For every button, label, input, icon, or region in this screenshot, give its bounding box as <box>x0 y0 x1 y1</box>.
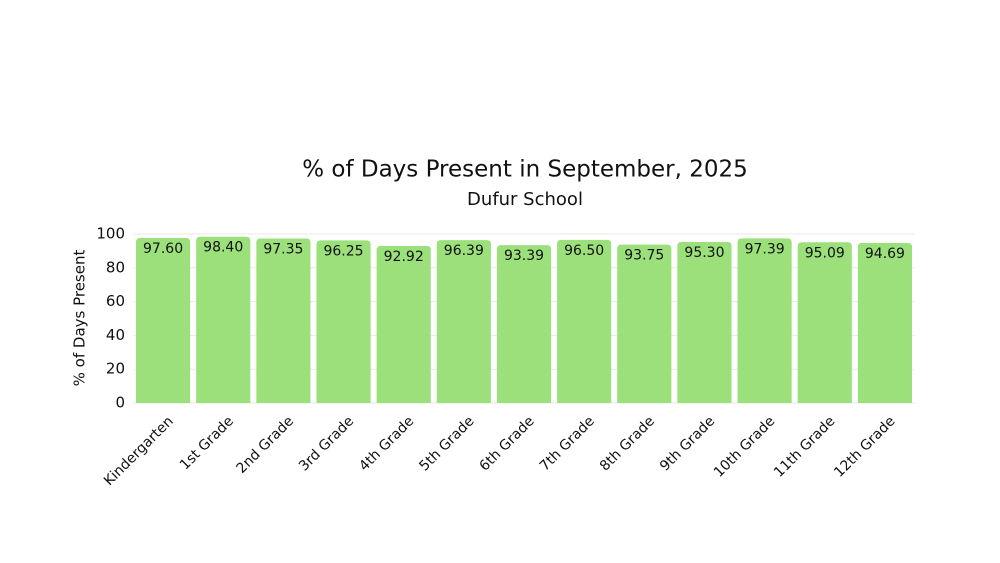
bar <box>496 245 552 403</box>
y-axis-label: % of Days Present <box>71 250 89 387</box>
bar <box>316 240 371 403</box>
bar <box>196 236 251 403</box>
bar <box>857 242 912 403</box>
bar <box>737 238 792 403</box>
value-label: 96.25 <box>323 243 363 259</box>
y-tick-label: 100 <box>96 225 125 243</box>
bar <box>797 242 852 403</box>
value-label: 95.09 <box>805 245 845 261</box>
y-tick-label: 0 <box>115 394 125 412</box>
value-label: 98.40 <box>203 240 243 256</box>
value-label: 97.35 <box>263 241 303 257</box>
x-tick-label: 6th Grade <box>477 413 538 474</box>
x-tick-label: 2nd Grade <box>234 413 298 477</box>
chart-subtitle: Dufur School <box>467 189 583 210</box>
value-label: 93.39 <box>504 248 544 264</box>
value-label: 96.39 <box>444 243 484 259</box>
chart-title: % of Days Present in September, 2025 <box>302 157 748 183</box>
bar <box>617 244 672 403</box>
value-label: 96.50 <box>564 243 604 259</box>
x-tick-label: 7th Grade <box>537 413 598 474</box>
y-tick-label: 60 <box>106 292 125 310</box>
x-tick-label: 4th Grade <box>356 413 417 474</box>
y-tick-label: 20 <box>106 360 125 378</box>
x-tick-label: 10th Grade <box>711 413 778 480</box>
value-label: 94.69 <box>865 246 905 262</box>
bar <box>677 241 732 403</box>
value-label: 97.39 <box>745 241 785 257</box>
value-label: 97.60 <box>143 241 183 257</box>
value-label: 92.92 <box>384 249 424 265</box>
x-tick-label: Kindergarten <box>101 413 177 489</box>
y-tick-label: 40 <box>106 326 125 344</box>
x-tick-label: 3rd Grade <box>296 413 357 474</box>
x-tick-label: 11th Grade <box>771 413 838 480</box>
x-tick-label: 5th Grade <box>416 413 477 474</box>
bar <box>136 238 191 403</box>
x-tick-label: 12th Grade <box>831 413 898 480</box>
x-tick-label: 8th Grade <box>597 413 658 474</box>
value-label: 95.30 <box>684 245 724 261</box>
value-label: 93.75 <box>624 248 664 264</box>
bar <box>376 245 431 403</box>
y-tick-label: 80 <box>106 258 125 276</box>
bar <box>436 240 491 403</box>
x-tick-label: 1st Grade <box>177 413 237 473</box>
bar <box>557 239 612 403</box>
x-tick-label: 9th Grade <box>657 413 718 474</box>
bar <box>256 238 311 403</box>
